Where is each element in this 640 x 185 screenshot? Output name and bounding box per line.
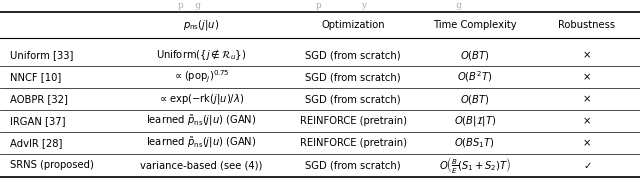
Text: Time Complexity: Time Complexity	[433, 20, 516, 30]
Text: SRNS (proposed): SRNS (proposed)	[10, 160, 93, 170]
Text: learned $\tilde{p}_{\mathrm{ns}}(j|u)$ (GAN): learned $\tilde{p}_{\mathrm{ns}}(j|u)$ (…	[147, 135, 257, 150]
Text: IRGAN [37]: IRGAN [37]	[10, 116, 65, 126]
Text: $\times$: $\times$	[582, 138, 591, 148]
Text: $\propto \exp(-\mathrm{rk}(j|u)/\lambda)$: $\propto \exp(-\mathrm{rk}(j|u)/\lambda)…	[159, 92, 244, 106]
Text: $\times$: $\times$	[582, 72, 591, 82]
Text: $O(B^2T)$: $O(B^2T)$	[457, 70, 493, 84]
Text: SGD (from scratch): SGD (from scratch)	[305, 94, 401, 104]
Text: NNCF [10]: NNCF [10]	[10, 72, 61, 82]
Text: $O\left(\frac{B}{E}(S_1+S_2)T\right)$: $O\left(\frac{B}{E}(S_1+S_2)T\right)$	[438, 155, 511, 175]
Text: $\times$: $\times$	[582, 116, 591, 126]
Text: AdvIR [28]: AdvIR [28]	[10, 138, 62, 148]
Text: Robustness: Robustness	[558, 20, 616, 30]
Text: SGD (from scratch): SGD (from scratch)	[305, 50, 401, 60]
Text: Uniform [33]: Uniform [33]	[10, 50, 73, 60]
Text: p    g                                        p              y                  : p g p y	[178, 1, 462, 9]
Text: SGD (from scratch): SGD (from scratch)	[305, 72, 401, 82]
Text: AOBPR [32]: AOBPR [32]	[10, 94, 67, 104]
Text: $\times$: $\times$	[582, 94, 591, 104]
Text: REINFORCE (pretrain): REINFORCE (pretrain)	[300, 116, 407, 126]
Text: variance-based (see (4)): variance-based (see (4))	[140, 160, 263, 170]
Text: $O(B|\mathcal{I}|T)$: $O(B|\mathcal{I}|T)$	[454, 114, 496, 128]
Text: $O(BT)$: $O(BT)$	[460, 92, 490, 105]
Text: REINFORCE (pretrain): REINFORCE (pretrain)	[300, 138, 407, 148]
Text: learned $\tilde{p}_{\mathrm{ns}}(j|u)$ (GAN): learned $\tilde{p}_{\mathrm{ns}}(j|u)$ (…	[147, 114, 257, 129]
Text: $O(BT)$: $O(BT)$	[460, 48, 490, 61]
Text: $O(BS_1T)$: $O(BS_1T)$	[454, 136, 495, 150]
Text: Optimization: Optimization	[321, 20, 385, 30]
Text: Uniform$\left(\{j \notin \mathcal{R}_u\}\right)$: Uniform$\left(\{j \notin \mathcal{R}_u\}…	[156, 48, 247, 63]
Text: $\times$: $\times$	[582, 50, 591, 60]
Text: $\checkmark$: $\checkmark$	[582, 160, 591, 170]
Text: SGD (from scratch): SGD (from scratch)	[305, 160, 401, 170]
Text: $\propto (\mathrm{pop}_j)^{0.75}$: $\propto (\mathrm{pop}_j)^{0.75}$	[173, 69, 230, 85]
Text: $p_{\mathrm{ns}}(j|u)$: $p_{\mathrm{ns}}(j|u)$	[184, 18, 220, 32]
